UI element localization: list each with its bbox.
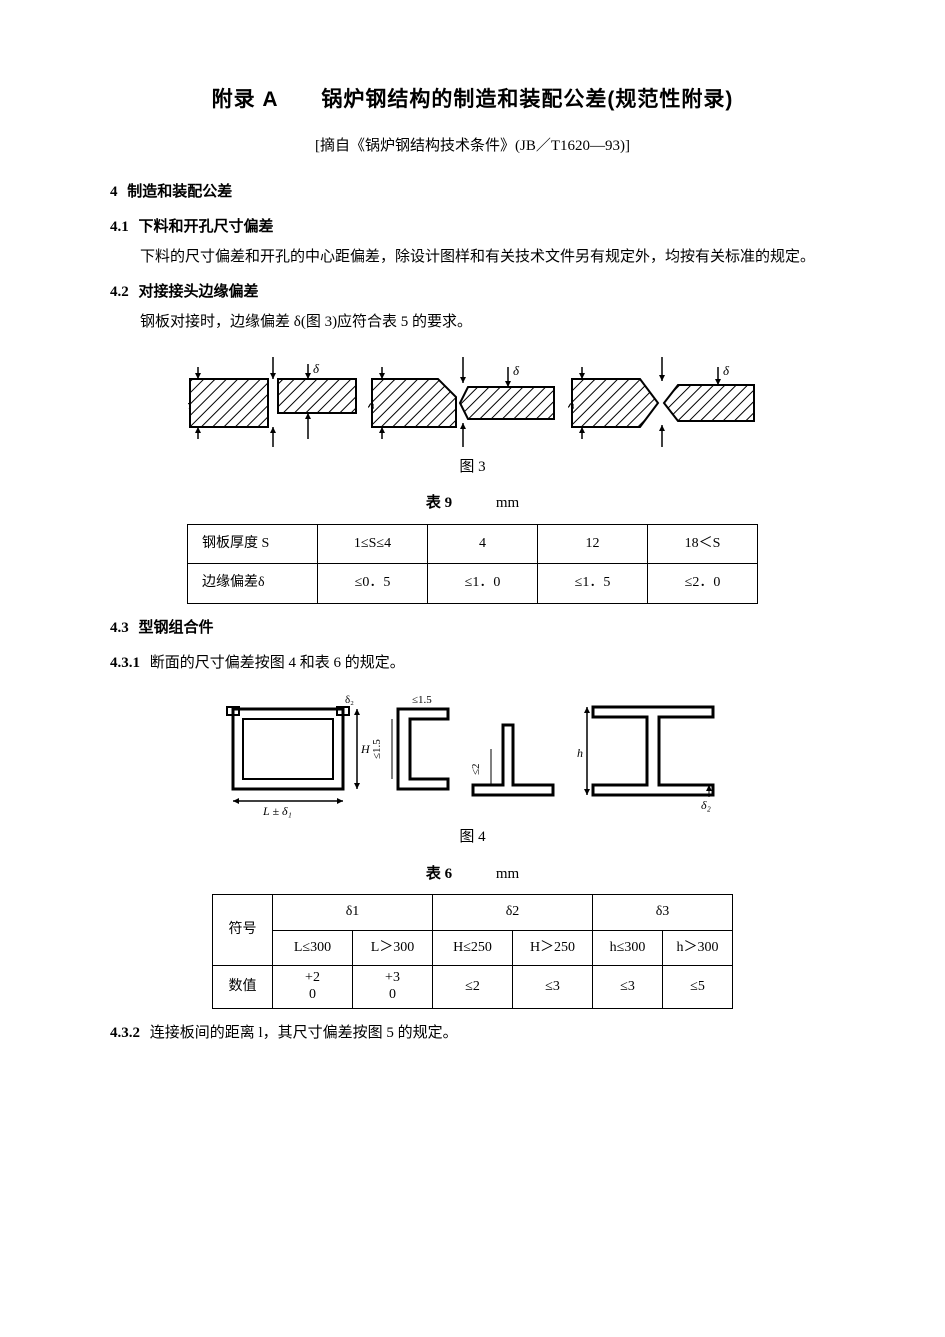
cell: H≤250 (433, 930, 513, 966)
figure-4: L ± δ₁ H δ₂ ≤1.5 ≤1.5 ≤2 h δ₂ (110, 689, 835, 819)
svg-text:S: S (188, 402, 194, 409)
subtitle: [摘自《锅炉钢结构技术条件》(JB／T1620—93)] (110, 132, 835, 161)
cell: +2 0 (273, 966, 353, 1009)
tee-section: ≤2 (470, 725, 553, 795)
svg-text:δ: δ (313, 361, 320, 376)
val-bot: 0 (279, 987, 346, 1004)
cell: 18＜S (648, 524, 758, 564)
ibeam-section: h δ₂ (577, 707, 713, 812)
label-le15b: ≤1.5 (371, 739, 383, 759)
appendix-label: 附录 A (212, 88, 279, 111)
cell: L≤300 (273, 930, 353, 966)
table-9-no: 表 9 (426, 495, 452, 511)
label-d2a: δ₂ (345, 694, 354, 706)
cell: 钢板厚度 S (188, 524, 318, 564)
cell: ≤3 (513, 966, 593, 1009)
weld-joint-3: S δ (568, 349, 758, 449)
cell: 4 (428, 524, 538, 564)
section-432-text: 连接板间的距离 l，其尺寸偏差按图 5 的规定。 (150, 1025, 458, 1041)
table-row: 数值 +2 0 +3 0 ≤2 ≤3 ≤3 ≤5 (213, 966, 733, 1009)
cell: 符号 (213, 895, 273, 966)
table-row: 符号 δ1 δ2 δ3 (213, 895, 733, 931)
cell: ≤1．0 (428, 564, 538, 604)
page-title: 附录 A 锅炉钢结构的制造和装配公差(规范性附录) (110, 80, 835, 120)
table-row: L≤300 L＞300 H≤250 H＞250 h≤300 h＞300 (213, 930, 733, 966)
box-section: L ± δ₁ H δ₂ (227, 694, 371, 818)
section-4-text: 制造和装配公差 (127, 184, 232, 200)
section-431-text: 断面的尺寸偏差按图 4 和表 6 的规定。 (150, 655, 405, 671)
label-d2b: δ₂ (701, 798, 711, 812)
cell: ≤5 (663, 966, 733, 1009)
cell: 边缘偏差δ (188, 564, 318, 604)
table-6: 符号 δ1 δ2 δ3 L≤300 L＞300 H≤250 H＞250 h≤30… (212, 894, 733, 1009)
cell: h≤300 (593, 930, 663, 966)
section-41-num: 4.1 (110, 219, 129, 235)
weld-joint-1: S δ (188, 349, 358, 449)
cell: 数值 (213, 966, 273, 1009)
cell: δ2 (433, 895, 593, 931)
section-431-heading: 4.3.1 断面的尺寸偏差按图 4 和表 6 的规定。 (110, 649, 835, 678)
cell: H＞250 (513, 930, 593, 966)
val-bot: 0 (359, 987, 426, 1004)
cell: ≤3 (593, 966, 663, 1009)
table-9-unit: mm (496, 495, 519, 511)
section-4-num: 4 (110, 184, 118, 200)
cell: h＞300 (663, 930, 733, 966)
section-42-heading: 4.2 对接接头边缘偏差 (110, 278, 835, 307)
cell: ≤0．5 (318, 564, 428, 604)
svg-text:δ: δ (513, 363, 520, 378)
table-6-caption: 表 6 mm (110, 860, 835, 889)
title-main: 锅炉钢结构的制造和装配公差(规范性附录) (321, 88, 733, 111)
section-431-num: 4.3.1 (110, 655, 140, 671)
section-432-num: 4.3.2 (110, 1025, 140, 1041)
cell: ≤2 (433, 966, 513, 1009)
table-row: 钢板厚度 S 1≤S≤4 4 12 18＜S (188, 524, 758, 564)
section-43-text: 型钢组合件 (139, 620, 214, 636)
para-42: 钢板对接时，边缘偏差 δ(图 3)应符合表 5 的要求。 (110, 308, 835, 337)
svg-text:S: S (368, 402, 377, 409)
cell: ≤2．0 (648, 564, 758, 604)
table-6-unit: mm (496, 866, 519, 882)
section-43-heading: 4.3 型钢组合件 (110, 614, 835, 643)
label-L: L ± δ₁ (262, 804, 292, 818)
figure-3-caption: 图 3 (110, 453, 835, 482)
weld-joint-2: S δ (368, 349, 558, 449)
section-42-text: 对接接头边缘偏差 (139, 284, 259, 300)
label-h2: h (577, 746, 583, 760)
cell: +3 0 (353, 966, 433, 1009)
section-432-heading: 4.3.2 连接板间的距离 l，其尺寸偏差按图 5 的规定。 (110, 1019, 835, 1048)
cell: 1≤S≤4 (318, 524, 428, 564)
table-6-no: 表 6 (426, 866, 452, 882)
label-le2: ≤2 (470, 764, 482, 776)
table-row: 边缘偏差δ ≤0．5 ≤1．0 ≤1．5 ≤2．0 (188, 564, 758, 604)
section-43-num: 4.3 (110, 620, 129, 636)
section-41-text: 下料和开孔尺寸偏差 (139, 219, 274, 235)
section-41-heading: 4.1 下料和开孔尺寸偏差 (110, 213, 835, 242)
cell: δ3 (593, 895, 733, 931)
label-H: H (360, 742, 371, 756)
para-41: 下料的尺寸偏差和开孔的中心距偏差，除设计图样和有关技术文件另有规定外，均按有关标… (110, 243, 835, 272)
table-9: 钢板厚度 S 1≤S≤4 4 12 18＜S 边缘偏差δ ≤0．5 ≤1．0 ≤… (187, 524, 758, 604)
section-42-num: 4.2 (110, 284, 129, 300)
figure-4-caption: 图 4 (110, 823, 835, 852)
cell: δ1 (273, 895, 433, 931)
cell: L＞300 (353, 930, 433, 966)
svg-text:S: S (568, 402, 577, 409)
label-le15a: ≤1.5 (412, 694, 432, 706)
section-4-heading: 4 制造和装配公差 (110, 178, 835, 207)
svg-text:δ: δ (723, 363, 730, 378)
val-top: +2 (279, 970, 346, 987)
cell: ≤1．5 (538, 564, 648, 604)
val-top: +3 (359, 970, 426, 987)
figure-3: S δ S δ (110, 349, 835, 449)
table-9-caption: 表 9 mm (110, 489, 835, 518)
channel-section: ≤1.5 ≤1.5 (371, 694, 448, 789)
cell: 12 (538, 524, 648, 564)
